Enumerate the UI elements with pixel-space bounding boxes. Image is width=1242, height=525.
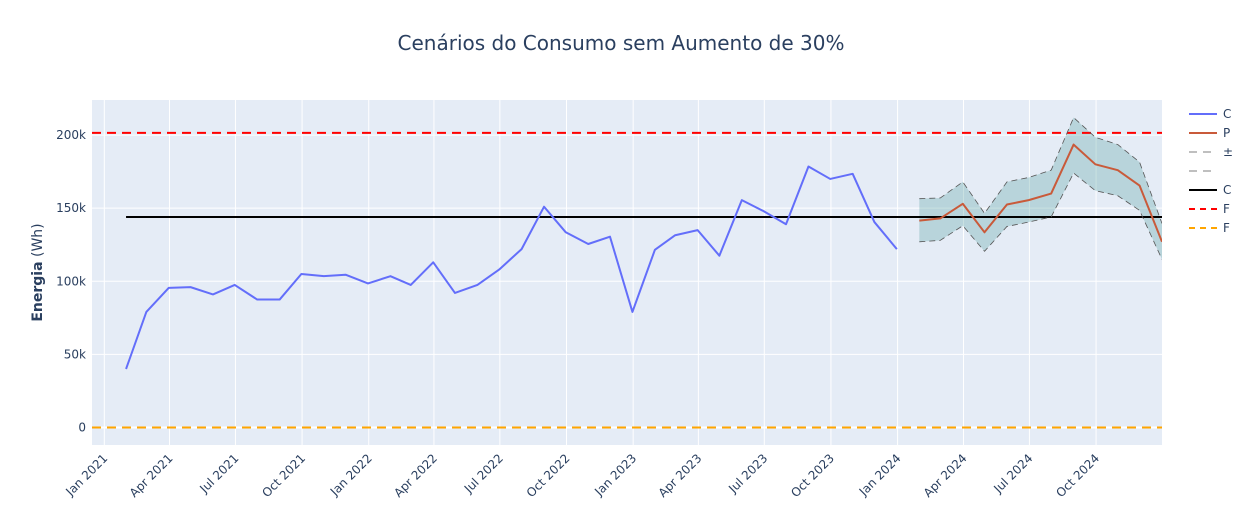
x-tick-label: Jul 2023 bbox=[725, 451, 770, 496]
x-tick-label: Oct 2023 bbox=[788, 451, 837, 500]
x-tick-label: Apr 2021 bbox=[127, 451, 176, 500]
series-line-0 bbox=[125, 165, 898, 370]
legend-label: C bbox=[1223, 107, 1231, 121]
legend-label: F bbox=[1223, 202, 1230, 216]
x-tick-label: Jan 2022 bbox=[327, 451, 375, 499]
y-axis-title: Energia (Wh) bbox=[30, 223, 46, 321]
x-tick-label: Apr 2023 bbox=[656, 451, 705, 500]
x-tick-label: Jul 2024 bbox=[990, 451, 1035, 496]
legend-label: P bbox=[1223, 126, 1230, 140]
traces bbox=[92, 117, 1162, 429]
x-tick-label: Oct 2022 bbox=[524, 451, 573, 500]
y-tick-label: 50k bbox=[64, 347, 86, 361]
grid bbox=[92, 100, 1162, 445]
legend-label: F bbox=[1223, 221, 1230, 235]
x-tick-label: Apr 2022 bbox=[391, 451, 440, 500]
x-axis: Jan 2021 Apr 2021 Jul 2021 Oct 2021 Jan 2022… bbox=[62, 451, 1102, 500]
y-axis-title-unit: (Wh) bbox=[30, 223, 46, 261]
x-tick-label: Apr 2024 bbox=[921, 451, 970, 500]
y-axis-title-main: Energia bbox=[30, 261, 46, 321]
series-line-2 bbox=[919, 117, 1162, 224]
x-tick-label: Jul 2021 bbox=[196, 451, 241, 496]
y-tick-label: 0 bbox=[78, 420, 86, 434]
x-tick-label: Jul 2022 bbox=[461, 451, 506, 496]
y-tick-label: 200k bbox=[56, 128, 86, 142]
x-tick-label: Jan 2023 bbox=[591, 451, 639, 499]
y-tick-label: 100k bbox=[56, 274, 86, 288]
legend-label: C bbox=[1223, 183, 1231, 197]
y-tick-label: 150k bbox=[56, 201, 86, 215]
legend[interactable]: CP±CFF bbox=[1189, 107, 1233, 235]
x-tick-label: Jan 2021 bbox=[62, 451, 110, 499]
y-axis: 0 50k 100k 150k 200k bbox=[56, 128, 86, 434]
series-line-1 bbox=[919, 143, 1162, 243]
legend-label: ± bbox=[1223, 145, 1233, 159]
x-tick-label: Jan 2024 bbox=[856, 451, 904, 499]
chart-title: Cenários do Consumo sem Aumento de 30% bbox=[398, 31, 845, 55]
plot-area bbox=[92, 100, 1162, 445]
series-line-3 bbox=[919, 172, 1162, 260]
confidence-band bbox=[919, 117, 1162, 260]
x-tick-label: Oct 2021 bbox=[259, 451, 308, 500]
x-tick-label: Oct 2024 bbox=[1053, 451, 1102, 500]
